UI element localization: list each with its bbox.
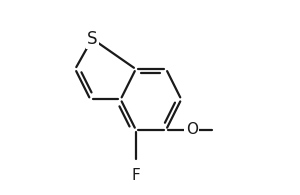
Text: S: S (87, 30, 98, 48)
Text: F: F (131, 168, 140, 183)
Text: O: O (186, 122, 198, 137)
